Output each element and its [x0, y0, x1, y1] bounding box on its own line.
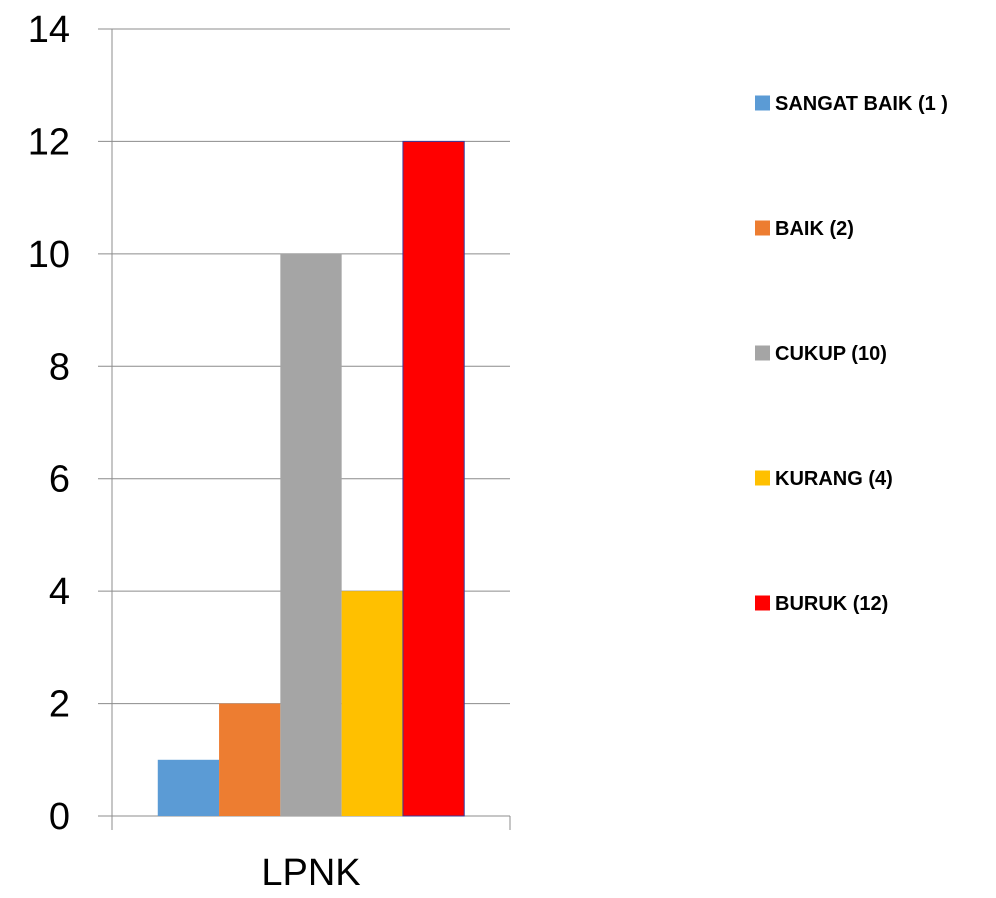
legend-item-sangat-baik-1: SANGAT BAIK (1 )	[755, 93, 948, 115]
y-tick-label: 14	[28, 9, 70, 51]
bar-baik-2	[219, 703, 281, 816]
bar-kurang-4	[341, 591, 403, 816]
legend: SANGAT BAIK (1 ) BAIK (2) CUKUP (10) KURANG…	[755, 93, 948, 615]
legend-swatch	[755, 220, 770, 236]
bar-cukup-10	[280, 253, 342, 816]
legend-swatch	[755, 95, 770, 111]
legend-label: KURANG (4)	[775, 468, 893, 490]
legend-swatch	[755, 595, 770, 611]
legend-label: SANGAT BAIK (1 )	[775, 93, 948, 115]
y-tick-label: 6	[49, 459, 70, 501]
legend-item-cukup-10: CUKUP (10)	[755, 343, 887, 365]
legend-label: BURUK (12)	[775, 593, 888, 615]
axes	[111, 29, 511, 830]
legend-label: BAIK (2)	[775, 218, 854, 240]
y-tick-label: 12	[28, 121, 70, 163]
legend-swatch	[755, 345, 770, 361]
y-tick-label: 8	[49, 346, 70, 388]
x-category-labels: LPNK	[261, 852, 360, 894]
bar-sangat-baik-1	[157, 759, 220, 816]
legend-item-kurang-4: KURANG (4)	[755, 468, 893, 490]
y-tick-labels: 0 2 4 6 8 10 12 14	[28, 9, 70, 838]
y-tick-label: 2	[49, 684, 70, 726]
legend-item-baik-2: BAIK (2)	[755, 218, 854, 240]
y-tick-label: 0	[49, 796, 70, 838]
bar-buruk-12	[402, 140, 465, 817]
y-tick-label: 10	[28, 234, 70, 276]
legend-item-buruk-12: BURUK (12)	[755, 593, 888, 615]
x-category-label: LPNK	[261, 852, 360, 894]
bars	[157, 140, 465, 817]
y-tick-label: 4	[49, 571, 70, 613]
legend-label: CUKUP (10)	[775, 343, 887, 365]
legend-swatch	[755, 470, 770, 486]
